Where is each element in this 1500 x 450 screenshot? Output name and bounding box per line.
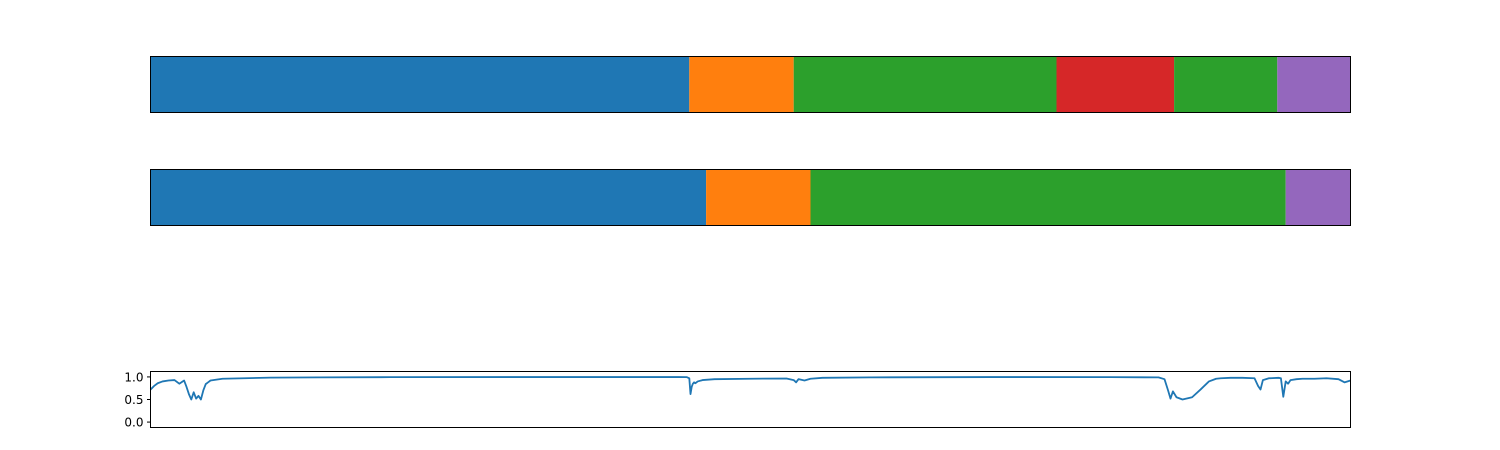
plot-frame: [150, 371, 1351, 428]
probability-line: [149, 376, 1351, 401]
plot-frame: [150, 56, 1351, 113]
segment-4: [1174, 56, 1278, 113]
segment-5: [1277, 56, 1351, 113]
y-tick-label: 1.0: [124, 370, 143, 384]
segment-1: [689, 56, 794, 113]
probability-line-plot: 0.0 0.5 1.0: [124, 370, 1351, 430]
segment-3: [1056, 56, 1175, 113]
y-tick-label: 0.5: [124, 393, 143, 407]
y-tick-label: 0.0: [124, 416, 143, 430]
segment-0: [150, 56, 690, 113]
plot-frame: [150, 169, 1351, 226]
segment-2: [810, 169, 1286, 226]
segment-2: [793, 56, 1057, 113]
segment-0: [150, 169, 707, 226]
segment-3: [1285, 169, 1351, 226]
segmentation-bar-middle: [150, 169, 1351, 226]
segmentation-bar-top: [150, 56, 1351, 113]
segment-1: [706, 169, 811, 226]
